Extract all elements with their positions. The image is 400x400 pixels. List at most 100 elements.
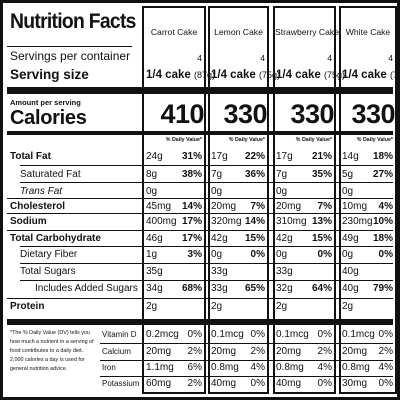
nutrient-label: Includes Added Sugars bbox=[35, 283, 138, 294]
nutrient-amount: 17g bbox=[276, 151, 293, 162]
nutrient-amount: 33g bbox=[276, 266, 293, 277]
nutrient-amount: 45mg bbox=[146, 201, 172, 212]
vitamin-amount: 60mg bbox=[146, 378, 172, 389]
vitamin-amount: 0.1mcg bbox=[211, 329, 244, 340]
vitamin-amount: 40mg bbox=[211, 378, 237, 389]
nutrient-amount: 5g bbox=[342, 169, 354, 180]
row-divider bbox=[20, 165, 393, 166]
nutrient-amount: 7g bbox=[211, 169, 223, 180]
nutrient-label: Total Fat bbox=[10, 151, 51, 162]
nutrient-daily-value: 0% bbox=[317, 249, 332, 260]
nutrient-daily-value: 14% bbox=[181, 201, 202, 212]
nutrient-amount: 42g bbox=[276, 233, 293, 244]
nutrient-daily-value: 0% bbox=[378, 249, 393, 260]
vitamin-amount: 0.8mg bbox=[342, 362, 370, 373]
row-divider bbox=[100, 360, 393, 361]
label-title: Nutrition Facts bbox=[10, 9, 136, 33]
vitamin-amount: 20mg bbox=[146, 346, 172, 357]
nutrient-amount: 310mg bbox=[276, 216, 307, 227]
serving-size-value: 1/4 cake (87g) bbox=[146, 69, 215, 81]
product-name: Strawberry Cake bbox=[275, 27, 339, 37]
product-name: Lemon Cake bbox=[214, 27, 263, 37]
nutrient-label: Dietary Fiber bbox=[20, 249, 78, 260]
row-divider bbox=[20, 280, 393, 281]
vitamin-daily-value: 2% bbox=[378, 346, 393, 357]
nutrient-amount: 34g bbox=[146, 283, 163, 294]
nutrient-daily-value: 15% bbox=[244, 233, 265, 244]
thick-divider bbox=[7, 319, 393, 325]
vitamin-daily-value: 6% bbox=[187, 362, 202, 373]
nutrient-daily-value: 36% bbox=[244, 169, 265, 180]
vitamin-daily-value: 0% bbox=[317, 329, 332, 340]
medium-divider bbox=[7, 131, 393, 135]
nutrient-label: Cholesterol bbox=[10, 201, 66, 212]
nutrient-amount: 2g bbox=[342, 301, 354, 312]
daily-value-header: % Daily Value* bbox=[165, 137, 202, 143]
nutrient-daily-value: 18% bbox=[372, 151, 393, 162]
nutrient-daily-value: 65% bbox=[244, 283, 265, 294]
amount-per-serving-label: Amount per serving bbox=[10, 98, 81, 107]
calories-label: Calories bbox=[10, 107, 87, 129]
nutrient-amount: 8g bbox=[146, 169, 158, 180]
vitamin-amount: 20mg bbox=[211, 346, 237, 357]
nutrient-amount: 0g bbox=[342, 249, 354, 260]
row-divider bbox=[7, 230, 393, 231]
vitamin-daily-value: 2% bbox=[187, 378, 202, 389]
nutrient-amount: 46g bbox=[146, 233, 163, 244]
nutrient-daily-value: 31% bbox=[181, 151, 202, 162]
nutrient-amount: 33g bbox=[211, 283, 228, 294]
column-frame bbox=[142, 6, 206, 394]
nutrient-daily-value: 0% bbox=[250, 249, 265, 260]
product-name: White Cake bbox=[345, 27, 391, 37]
nutrient-daily-value: 68% bbox=[181, 283, 202, 294]
vitamin-label: Vitamin D bbox=[102, 330, 137, 339]
vitamin-daily-value: 0% bbox=[250, 378, 265, 389]
nutrient-amount: 32g bbox=[276, 283, 293, 294]
vitamin-daily-value: 2% bbox=[250, 346, 265, 357]
daily-value-footnote: *The % Daily Value (DV) tells you how mu… bbox=[10, 330, 94, 372]
nutrient-daily-value: 7% bbox=[250, 201, 265, 212]
nutrient-amount: 40g bbox=[342, 266, 359, 277]
daily-value-header: % Daily Value* bbox=[356, 137, 393, 143]
thick-divider bbox=[7, 87, 393, 94]
vitamin-daily-value: 0% bbox=[378, 329, 393, 340]
nutrient-amount: 0g bbox=[276, 249, 288, 260]
column-frame bbox=[273, 6, 336, 394]
nutrient-daily-value: 15% bbox=[311, 233, 332, 244]
nutrient-label: Trans Fat bbox=[20, 186, 63, 197]
vitamin-daily-value: 2% bbox=[187, 346, 202, 357]
servings-value: 4 bbox=[197, 53, 202, 63]
nutrient-daily-value: 22% bbox=[244, 151, 265, 162]
row-divider bbox=[20, 182, 393, 183]
nutrient-daily-value: 21% bbox=[311, 151, 332, 162]
nutrient-amount: 42g bbox=[211, 233, 228, 244]
nutrient-daily-value: 17% bbox=[181, 233, 202, 244]
nutrient-amount: 7g bbox=[276, 169, 288, 180]
nutrient-amount: 24g bbox=[146, 151, 163, 162]
nutrient-label: Sodium bbox=[10, 216, 47, 227]
vitamin-daily-value: 0% bbox=[317, 378, 332, 389]
product-name: Carrot Cake bbox=[150, 27, 198, 37]
vitamin-daily-value: 0% bbox=[378, 378, 393, 389]
nutrient-amount: 2g bbox=[276, 301, 288, 312]
nutrient-amount: 10mg bbox=[342, 201, 368, 212]
nutrient-amount: 35g bbox=[146, 266, 163, 277]
servings-value: 4 bbox=[260, 53, 265, 63]
vitamin-amount: 0.8mg bbox=[276, 362, 304, 373]
divider bbox=[7, 46, 132, 47]
row-divider bbox=[100, 343, 393, 344]
vitamin-amount: 0.8mg bbox=[211, 362, 239, 373]
nutrient-label: Total Sugars bbox=[20, 266, 76, 277]
nutrient-label: Saturated Fat bbox=[20, 169, 81, 180]
nutrient-label: Total Carbohydrate bbox=[10, 233, 101, 244]
nutrient-amount: 20mg bbox=[211, 201, 237, 212]
nutrient-amount: 0g bbox=[342, 186, 354, 197]
nutrient-amount: 0g bbox=[211, 186, 223, 197]
nutrient-daily-value: 27% bbox=[372, 169, 393, 180]
row-divider bbox=[20, 263, 393, 264]
nutrient-daily-value: 4% bbox=[378, 201, 393, 212]
nutrient-amount: 0g bbox=[211, 249, 223, 260]
vitamin-amount: 1.1mg bbox=[146, 362, 174, 373]
column-frame bbox=[339, 6, 397, 394]
daily-value-header: % Daily Value* bbox=[295, 137, 332, 143]
